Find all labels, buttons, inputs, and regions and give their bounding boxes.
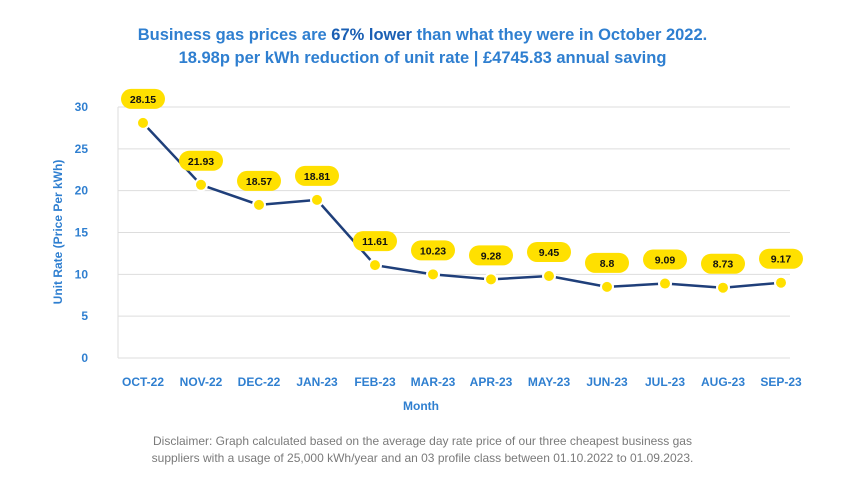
data-label: 28.15 (121, 88, 165, 109)
data-label-text: 11.61 (362, 236, 388, 248)
y-tick-labels: 0 5 10 15 20 25 30 (75, 100, 89, 365)
data-label: 18.81 (295, 165, 339, 186)
data-point (368, 258, 382, 273)
y-tick-label: 10 (75, 267, 89, 281)
data-label-pill (353, 231, 397, 252)
data-point (484, 272, 498, 287)
data-label-text: 21.93 (188, 156, 214, 168)
data-label-text: 18.81 (304, 171, 330, 183)
x-tick-label: DEC-22 (238, 375, 281, 389)
data-label-pill (469, 245, 513, 266)
data-label-text: 9.09 (655, 255, 676, 267)
x-tick-label: JUL-23 (645, 375, 685, 389)
disclaimer-line-1: Disclaimer: Graph calculated based on th… (153, 434, 692, 448)
data-label-text: 8.8 (600, 258, 615, 270)
x-tick-label: MAY-23 (528, 375, 571, 389)
data-labels: 28.15 21.93 18.57 18.81 11.61 10.23 9.28 9.45 8.… (121, 88, 803, 274)
x-tick-label: AUG-23 (701, 375, 745, 389)
data-label-pill (759, 248, 803, 269)
data-label-text: 18.57 (246, 176, 272, 188)
data-label-pill (121, 88, 165, 109)
x-axis-label: Month (403, 399, 439, 413)
data-label-pill (527, 242, 571, 263)
x-tick-label: JUN-23 (586, 375, 628, 389)
headline-prefix: Business gas prices are (137, 26, 332, 44)
data-point (542, 269, 556, 284)
data-point (252, 197, 266, 212)
grid-lines (117, 106, 790, 359)
data-label: 9.09 (643, 249, 687, 270)
data-label-text: 28.15 (130, 94, 156, 106)
x-tick-label: MAR-23 (411, 375, 456, 389)
data-label-pill (585, 252, 629, 273)
series-line-path (142, 122, 782, 289)
y-tick-label: 0 (81, 351, 88, 365)
data-label-pill (411, 240, 455, 261)
x-tick-label: FEB-23 (354, 375, 396, 389)
data-point (658, 276, 672, 291)
data-markers (136, 115, 788, 295)
chart-headline-line-2: 18.98p per kWh reduction of unit rate | … (178, 49, 667, 67)
data-label-pill (295, 165, 339, 186)
disclaimer-line-2: suppliers with a usage of 25,000 kWh/yea… (151, 451, 694, 465)
y-axis-label: Unit Rate (Price Per kWh) (51, 160, 65, 305)
data-point (310, 192, 324, 207)
data-point (426, 267, 440, 282)
x-tick-label: OCT-22 (122, 375, 164, 389)
data-label-pill (643, 249, 687, 270)
data-point (136, 115, 150, 130)
data-label: 11.61 (353, 231, 397, 252)
data-label-pill (179, 150, 223, 171)
data-label: 9.28 (469, 245, 513, 266)
data-point (774, 275, 788, 290)
x-tick-label: NOV-22 (180, 375, 223, 389)
data-point (194, 177, 208, 192)
data-point (600, 279, 614, 294)
headline-suffix: than what they were in October 2022. (411, 26, 708, 44)
data-label: 9.45 (527, 242, 571, 263)
y-tick-label: 20 (75, 184, 89, 198)
data-label: 8.8 (585, 252, 629, 273)
data-label-text: 8.73 (713, 259, 734, 271)
data-point (716, 280, 730, 295)
data-label: 8.73 (701, 253, 745, 274)
data-label-pill (237, 170, 281, 191)
data-label: 9.17 (759, 248, 803, 269)
x-tick-label: JAN-23 (296, 375, 338, 389)
y-tick-label: 5 (81, 309, 88, 323)
chart-headline-line-1: Business gas prices are 67% lower than w… (0, 26, 845, 45)
x-tick-label: APR-23 (470, 375, 513, 389)
data-label: 21.93 (179, 150, 223, 171)
data-label-text: 10.23 (420, 245, 446, 257)
y-tick-label: 15 (75, 226, 89, 240)
data-label-text: 9.17 (771, 254, 792, 266)
y-tick-label: 30 (75, 100, 89, 114)
x-tick-labels: OCT-22 NOV-22 DEC-22 JAN-23 FEB-23 MAR-23 APR-… (122, 375, 802, 389)
data-label: 10.23 (411, 240, 455, 261)
headline-emphasis: 67% lower (331, 26, 412, 44)
y-tick-label: 25 (75, 142, 89, 156)
data-label-pill (701, 253, 745, 274)
data-label: 18.57 (237, 170, 281, 191)
x-tick-label: SEP-23 (760, 375, 802, 389)
data-label-text: 9.45 (539, 247, 560, 259)
series-line (142, 122, 782, 289)
data-label-text: 9.28 (481, 250, 502, 262)
